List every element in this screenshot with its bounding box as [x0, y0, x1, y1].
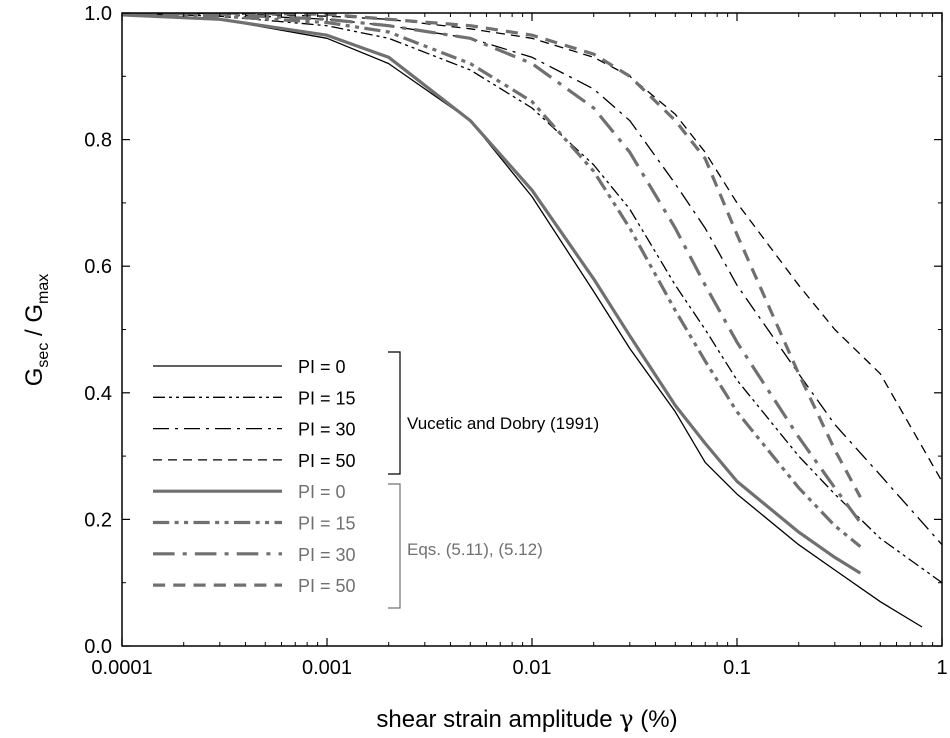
- y-tick-label: 0.4: [84, 383, 112, 405]
- legend-group-label: Eqs. (5.11), (5.12): [407, 540, 543, 559]
- x-tick-label: 0.01: [513, 657, 552, 679]
- legend-group-bracket: [388, 351, 401, 475]
- legend-label: PI = 50: [298, 451, 356, 471]
- legend: PI = 0 PI = 15 PI = 30 PI = 50 PI = 0 PI = 15…: [153, 351, 599, 609]
- x-tick-label: 0.001: [302, 657, 352, 679]
- series-line-vucetic-dobry-0: [122, 13, 923, 628]
- x-tick-label: 1: [936, 657, 947, 679]
- legend-label: PI = 50: [298, 576, 356, 596]
- series-line-eqs-15: [122, 13, 862, 548]
- ticks-layer: 0.0001 0.001 0.01 0.1 1 0.0 0.2 0.4 0.6 0.8 1.0: [84, 3, 947, 679]
- series-layer: [122, 13, 942, 628]
- y-tick-label: 1.0: [84, 3, 112, 25]
- legend-group-label: Vucetic and Dobry (1991): [407, 414, 599, 433]
- y-tick-label: 0.0: [84, 636, 112, 658]
- series-line-eqs-0: [122, 13, 862, 575]
- x-tick-label: 0.0001: [91, 657, 152, 679]
- series-line-vucetic-dobry-15: [122, 13, 942, 584]
- y-tick-label: 0.6: [84, 256, 112, 278]
- series-line-vucetic-dobry-50: [122, 13, 942, 482]
- series-line-vucetic-dobry-30: [122, 13, 942, 546]
- legend-label: PI = 15: [298, 514, 356, 534]
- y-axis-title: Gsec / Gmax: [21, 274, 52, 387]
- legend-label: PI = 30: [298, 545, 356, 565]
- series-line-eqs-30: [122, 13, 862, 524]
- series-line-eqs-50: [122, 13, 862, 498]
- legend-label: PI = 15: [298, 388, 356, 408]
- legend-label: PI = 0: [298, 357, 346, 377]
- legend-group-bracket: [388, 483, 401, 609]
- x-axis-title: shear strain amplitude γ (%): [376, 705, 677, 733]
- y-tick-label: 0.2: [84, 509, 112, 531]
- legend-label: PI = 0: [298, 482, 346, 502]
- y-tick-label: 0.8: [84, 130, 112, 152]
- x-tick-label: 0.1: [723, 657, 751, 679]
- legend-label: PI = 30: [298, 420, 356, 440]
